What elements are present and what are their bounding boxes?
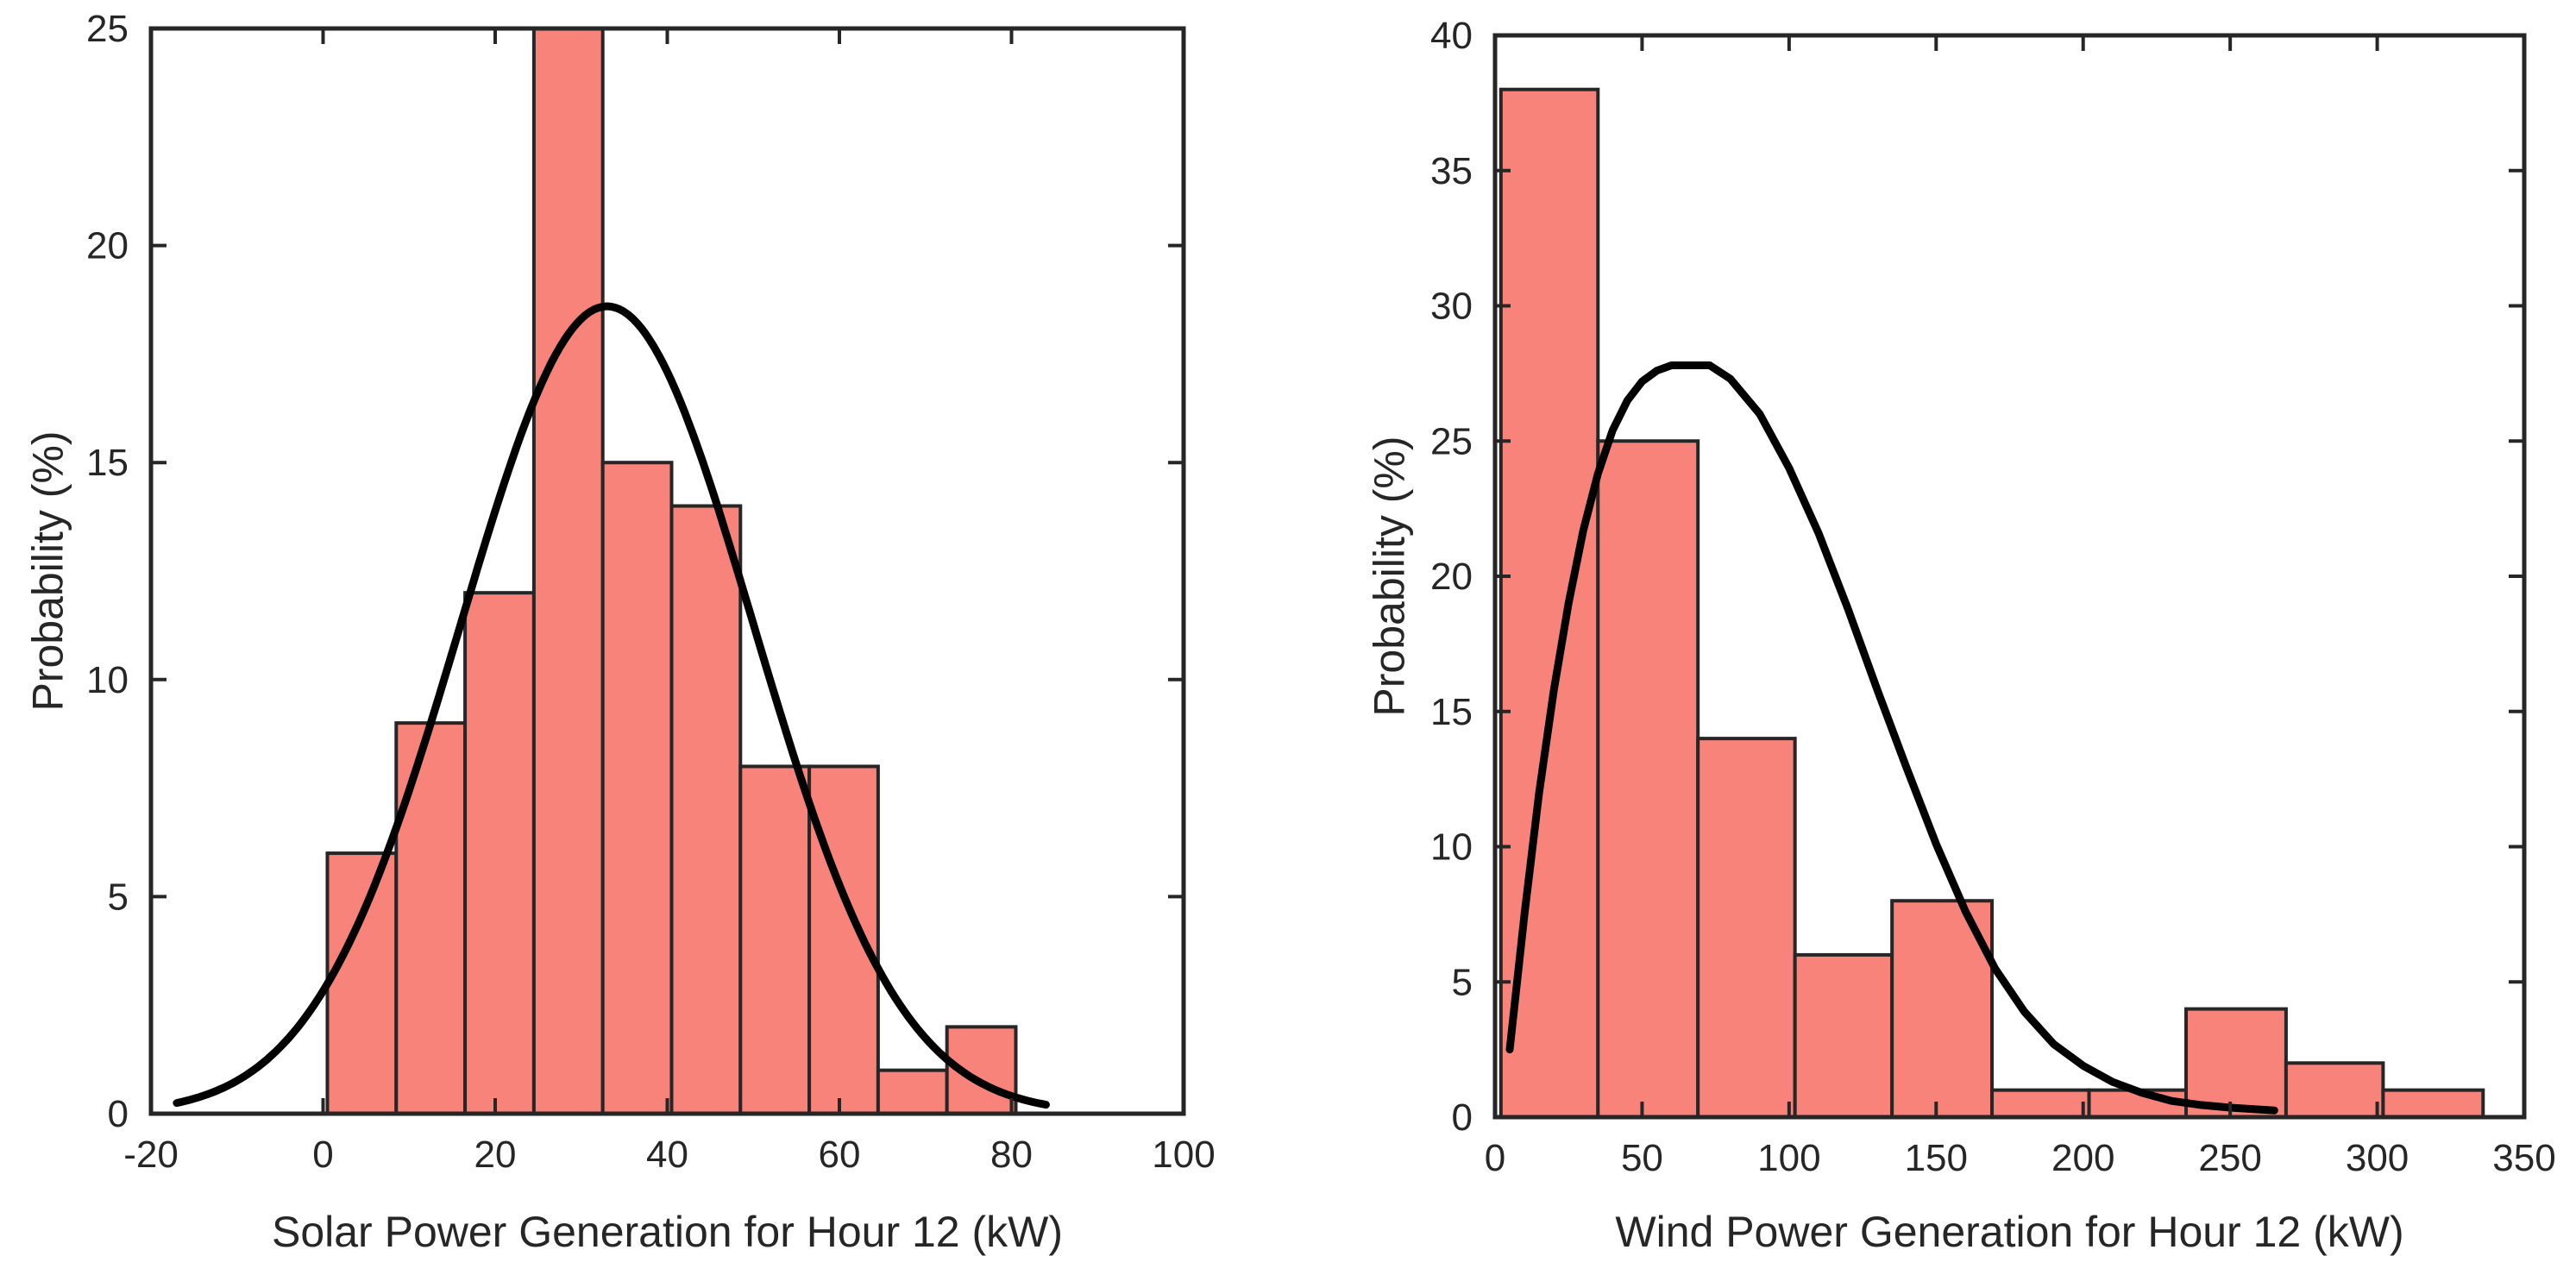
wind-y-tick-label-5: 25 — [1430, 420, 1473, 462]
wind-x-tick-label-4: 200 — [2051, 1137, 2114, 1179]
solar-y-tick-label-0: 0 — [108, 1093, 129, 1135]
solar-y-axis-label: Probability (%) — [24, 430, 72, 711]
solar-y-tick-labels: 0 5 10 15 20 25 — [86, 8, 129, 1135]
wind-bar-9 — [2381, 1088, 2485, 1120]
solar-x-tick-label-0: -20 — [123, 1134, 179, 1176]
solar-x-tick-labels: -20 0 20 40 60 80 100 — [123, 1134, 1216, 1176]
wind-y-tick-label-4: 20 — [1430, 556, 1473, 598]
wind-y-tick-label-1: 5 — [1452, 961, 1473, 1003]
wind-x-tick-label-2: 100 — [1757, 1137, 1820, 1179]
solar-y-tick-label-4: 20 — [86, 225, 129, 267]
solar-ticks — [149, 27, 1185, 1115]
solar-normal-fit-curve — [173, 302, 1050, 1109]
solar-bars — [325, 27, 1018, 1116]
wind-y-tick-labels: 0 5 10 15 20 25 30 35 40 — [1430, 15, 1473, 1139]
wind-x-tick-label-7: 350 — [2492, 1137, 2555, 1179]
solar-bar-8 — [876, 1068, 949, 1116]
solar-bar-3 — [531, 27, 605, 1115]
solar-bar-6 — [738, 764, 812, 1115]
solar-x-axis-label: Solar Power Generation for Hour 12 (kW) — [272, 1208, 1063, 1256]
wind-ticks — [1493, 34, 2526, 1119]
wind-y-axis-label: Probability (%) — [1366, 436, 1414, 716]
solar-y-tick-label-1: 5 — [108, 876, 129, 918]
wind-bar-5 — [1990, 1088, 2091, 1120]
solar-bar-5 — [669, 504, 743, 1115]
wind-bars — [1498, 87, 2485, 1120]
solar-x-tick-label-4: 60 — [819, 1134, 861, 1176]
solar-x-tick-label-2: 20 — [474, 1134, 517, 1176]
wind-bar-3 — [1793, 952, 1894, 1120]
wind-y-tick-label-7: 35 — [1430, 150, 1473, 192]
wind-weibull-fit-curve — [1505, 361, 2278, 1115]
wind-x-tick-labels: 0 50 100 150 200 250 300 350 — [1485, 1137, 2556, 1179]
solar-x-tick-label-5: 80 — [990, 1134, 1033, 1176]
wind-bar-0 — [1498, 87, 1600, 1120]
solar-x-tick-label-1: 0 — [312, 1134, 333, 1176]
wind-y-tick-label-6: 30 — [1430, 286, 1473, 328]
wind-fit-curve-group — [1505, 361, 2278, 1115]
solar-bar-0 — [325, 851, 399, 1116]
wind-y-tick-label-0: 0 — [1452, 1096, 1473, 1139]
solar-x-tick-label-6: 100 — [1152, 1134, 1215, 1176]
solar-y-tick-label-5: 25 — [86, 8, 129, 50]
solar-bar-4 — [600, 461, 674, 1115]
wind-x-tick-label-1: 50 — [1621, 1137, 1663, 1179]
wind-x-axis-label: Wind Power Generation for Hour 12 (kW) — [1615, 1208, 2403, 1256]
wind-bar-1 — [1596, 439, 1700, 1119]
solar-bar-1 — [394, 721, 468, 1115]
wind-x-tick-label-6: 300 — [2346, 1137, 2409, 1179]
solar-y-tick-label-3: 15 — [86, 442, 129, 484]
solar-y-tick-label-2: 10 — [86, 659, 129, 701]
wind-y-tick-label-3: 15 — [1430, 691, 1473, 733]
wind-y-tick-label-2: 10 — [1430, 826, 1473, 869]
wind-x-tick-label-0: 0 — [1485, 1137, 1505, 1179]
solar-x-tick-label-3: 40 — [646, 1134, 688, 1176]
solar-fit-curve-group — [173, 302, 1050, 1109]
wind-y-tick-label-8: 40 — [1430, 15, 1473, 57]
wind-bar-8 — [2284, 1061, 2385, 1120]
wind-x-tick-label-3: 150 — [1905, 1137, 1968, 1179]
wind-histogram-chart: 0 50 100 150 200 250 300 350 0 5 10 15 20 25 30 35 40 W… — [1366, 15, 2556, 1256]
solar-bar-2 — [463, 591, 536, 1115]
wind-x-tick-label-5: 250 — [2198, 1137, 2261, 1179]
wind-bar-7 — [2184, 1007, 2288, 1119]
wind-bar-2 — [1696, 737, 1797, 1119]
